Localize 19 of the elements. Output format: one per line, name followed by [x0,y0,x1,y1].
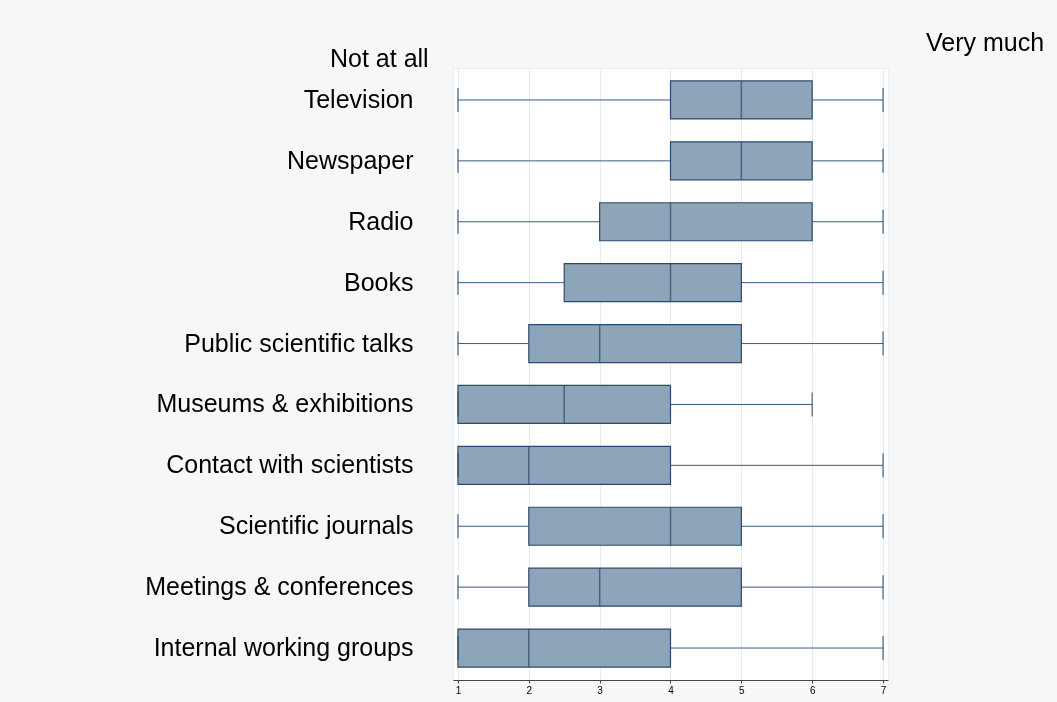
y-tick-label: Contact with scientists [166,450,414,479]
text: Very much [926,28,1045,57]
x-tick-label: 3 [597,684,604,696]
text: Not at all [330,44,429,73]
x-tick-label: 4 [668,684,675,696]
y-tick-label: Radio [348,206,414,235]
x-tick-label: 1 [455,684,462,696]
x-tick-label: 6 [809,684,816,696]
y-tick-label: Scientific journals [218,511,414,540]
y-tick-label: Television [303,84,414,113]
x-tick-label: 5 [739,684,746,696]
y-tick-label: Internal working groups [153,633,414,662]
y-tick-label: Museums & exhibitions [156,389,414,418]
x-tick-label: 2 [526,684,533,696]
y-tick-label: Books [344,267,414,296]
x-tick-label: 7 [880,684,887,696]
y-tick-label: Public scientific talks [184,328,414,357]
y-tick-label: Meetings & conferences [145,572,414,601]
y-tick-label: Newspaper [287,145,414,174]
